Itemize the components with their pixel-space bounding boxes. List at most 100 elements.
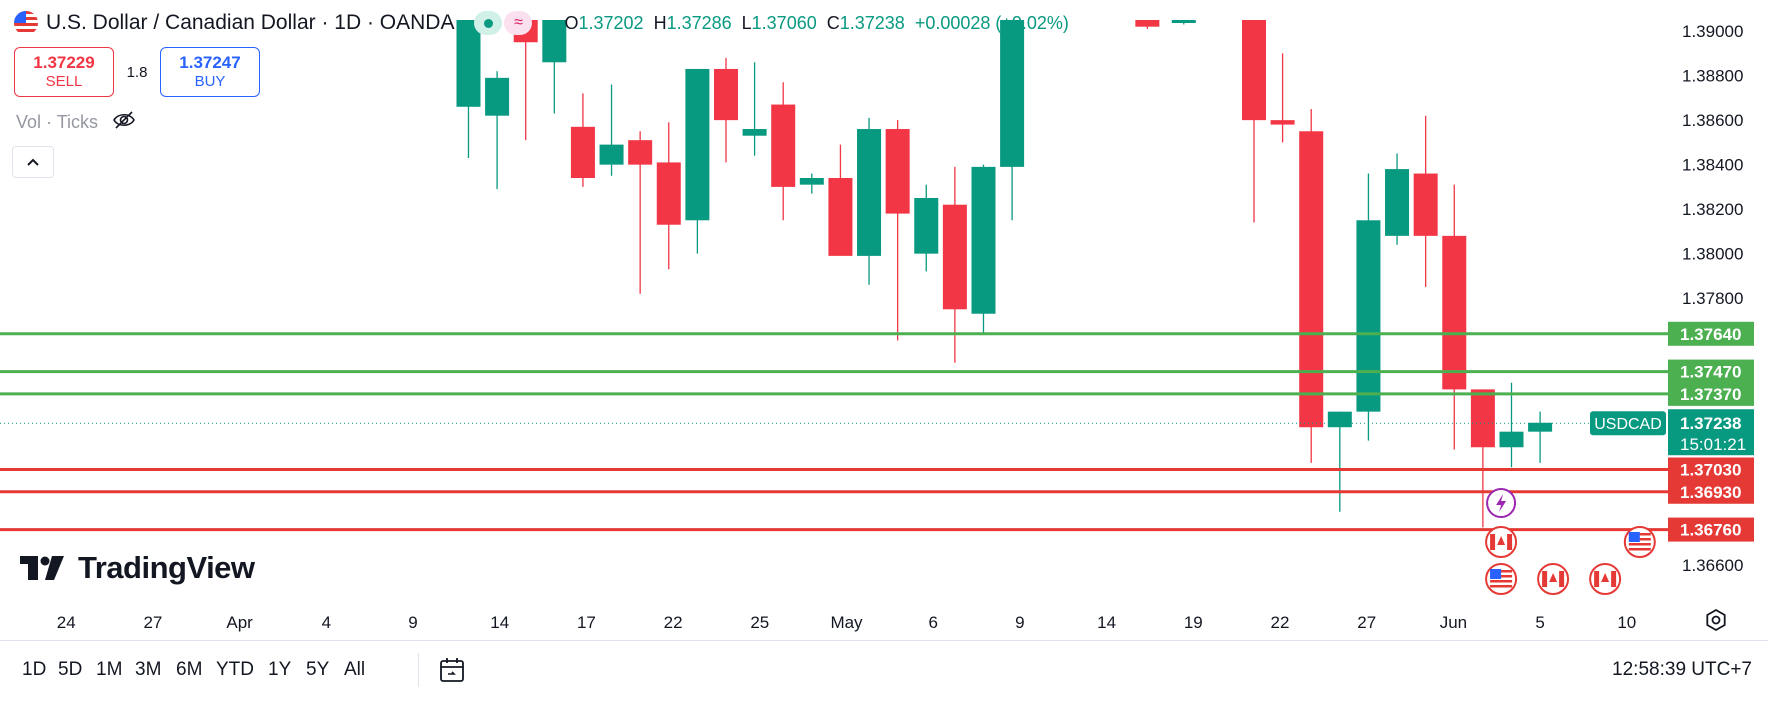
x-axis-tick: 17 xyxy=(577,613,596,632)
level-price-tag[interactable] xyxy=(1668,479,1754,504)
range-6m-button[interactable]: 6M xyxy=(176,659,203,680)
flag-band xyxy=(1542,571,1548,587)
candle-down[interactable] xyxy=(628,140,653,165)
level-price-label: 1.36760 xyxy=(1680,521,1741,540)
candle-down[interactable] xyxy=(1442,235,1467,390)
candle-down[interactable] xyxy=(771,104,796,187)
timezone-clock[interactable]: 12:58:39 UTC+7 xyxy=(1612,659,1752,680)
candle-up[interactable] xyxy=(914,198,939,254)
buy-button[interactable]: 1.37247 BUY xyxy=(160,47,260,97)
flag-ca-event-icon[interactable] xyxy=(1537,563,1570,595)
level-price-label: 1.36930 xyxy=(1680,483,1741,502)
x-axis-tick: 14 xyxy=(490,613,509,632)
candle-up[interactable] xyxy=(456,20,481,107)
symbol-tag[interactable] xyxy=(1590,411,1666,436)
candle-up[interactable] xyxy=(1499,431,1524,448)
settings-gear-icon[interactable] xyxy=(1706,608,1726,632)
level-price-tag[interactable] xyxy=(1668,321,1754,346)
flag-ca-event-icon[interactable] xyxy=(1589,563,1622,595)
flag-band xyxy=(1611,571,1617,587)
candle-up[interactable] xyxy=(1171,20,1196,23)
candle-up[interactable] xyxy=(1327,411,1352,428)
x-axis-tick: 9 xyxy=(1015,613,1024,632)
candle-up[interactable] xyxy=(542,20,567,63)
candle-down[interactable] xyxy=(1135,20,1160,27)
flag-band xyxy=(1490,534,1496,550)
level-price-tag[interactable] xyxy=(1668,359,1754,384)
lightning-event-icon[interactable] xyxy=(1486,488,1517,518)
range-5d-button[interactable]: 5D xyxy=(58,659,83,680)
range-ytd-button[interactable]: YTD xyxy=(216,659,254,680)
candle-up[interactable] xyxy=(971,166,996,314)
candle-down[interactable] xyxy=(1413,173,1438,236)
price-chart[interactable]: 1.39000 1.38800 1.38600 1.38400 1.38200 1.380… xyxy=(0,0,1768,640)
candle-down[interactable] xyxy=(885,129,910,214)
x-axis-tick: 22 xyxy=(664,613,683,632)
bar-countdown-label: 15:01:21 xyxy=(1680,435,1746,454)
candle-down[interactable] xyxy=(1270,120,1295,125)
range-1y-button[interactable]: 1Y xyxy=(268,659,292,680)
current-price-tag[interactable] xyxy=(1668,409,1754,456)
candle-up[interactable] xyxy=(485,77,510,116)
range-3m-button[interactable]: 3M xyxy=(135,659,162,680)
indicator-wave-icon[interactable]: ≈ xyxy=(504,11,533,35)
level-price-tag[interactable] xyxy=(1668,457,1754,482)
x-axis-tick: 10 xyxy=(1617,613,1636,632)
candle-down[interactable] xyxy=(942,204,967,310)
symbol-title[interactable]: U.S. Dollar / Canadian Dollar · 1D · OAN… xyxy=(46,11,455,34)
open-value: 1.37202 xyxy=(578,12,644,33)
flag-us-event-icon[interactable] xyxy=(1623,526,1656,558)
market-open-icon[interactable] xyxy=(474,11,503,35)
candle-down[interactable] xyxy=(713,68,738,121)
candle-up[interactable] xyxy=(1385,169,1410,236)
level-price-tag[interactable] xyxy=(1668,517,1754,542)
candle-up[interactable] xyxy=(1000,20,1025,167)
range-5y-button[interactable]: 5Y xyxy=(306,659,330,680)
range-1m-button[interactable]: 1M xyxy=(96,659,123,680)
flag-band xyxy=(1507,534,1513,550)
eye-off-icon[interactable] xyxy=(112,110,136,135)
level-price-tag[interactable] xyxy=(1668,381,1754,406)
flag-ca-event-icon[interactable] xyxy=(1485,526,1518,558)
y-axis-tick: 1.38800 xyxy=(1682,67,1743,86)
candle-down[interactable] xyxy=(828,177,853,256)
gear-outline xyxy=(1706,608,1726,632)
gear-center xyxy=(1711,615,1721,625)
collapse-panel-button[interactable] xyxy=(12,146,54,178)
y-axis-tick: 1.36600 xyxy=(1682,556,1743,575)
x-axis-tick: 25 xyxy=(750,613,769,632)
sell-button[interactable]: 1.37229 SELL xyxy=(14,47,114,97)
candle-up[interactable] xyxy=(1528,422,1553,432)
us-flag-icon xyxy=(14,11,38,35)
level-price-label: 1.37370 xyxy=(1680,385,1741,404)
flag-us-event-icon[interactable] xyxy=(1485,563,1518,595)
candle-down[interactable] xyxy=(656,162,681,225)
candle-up[interactable] xyxy=(1356,220,1381,412)
range-all-button[interactable]: All xyxy=(344,659,366,680)
candle-down[interactable] xyxy=(1470,389,1495,448)
candle-down[interactable] xyxy=(1299,131,1324,428)
candles-group xyxy=(456,20,1553,528)
go-to-date-button[interactable] xyxy=(438,655,468,690)
candle-down[interactable] xyxy=(570,126,595,178)
candle-up[interactable] xyxy=(742,129,767,136)
y-axis-tick: 1.39000 xyxy=(1682,22,1743,41)
chevron-up-icon xyxy=(27,158,39,166)
flag-band xyxy=(1594,571,1600,587)
volume-indicator-label[interactable]: Vol · Ticks xyxy=(16,112,99,132)
candle-down[interactable] xyxy=(1241,20,1266,121)
candle-up[interactable] xyxy=(599,144,624,165)
candle-up[interactable] xyxy=(685,68,710,221)
candle-up[interactable] xyxy=(799,177,824,185)
candle-up[interactable] xyxy=(857,129,882,256)
x-axis-tick: 6 xyxy=(928,613,937,632)
logo-text: TradingView xyxy=(78,550,255,585)
flag-stripe xyxy=(1628,548,1651,551)
change-value: +0.00028 (+0.02%) xyxy=(914,12,1069,33)
tradingview-logo[interactable]: TradingView xyxy=(20,550,255,586)
range-1d-button[interactable]: 1D xyxy=(22,659,47,680)
x-axis-tick: 27 xyxy=(143,613,162,632)
flag-stripe xyxy=(1490,580,1513,583)
x-axis-tick: 24 xyxy=(57,613,76,632)
chart-header: U.S. Dollar / Canadian Dollar · 1D · OAN… xyxy=(14,8,1069,38)
